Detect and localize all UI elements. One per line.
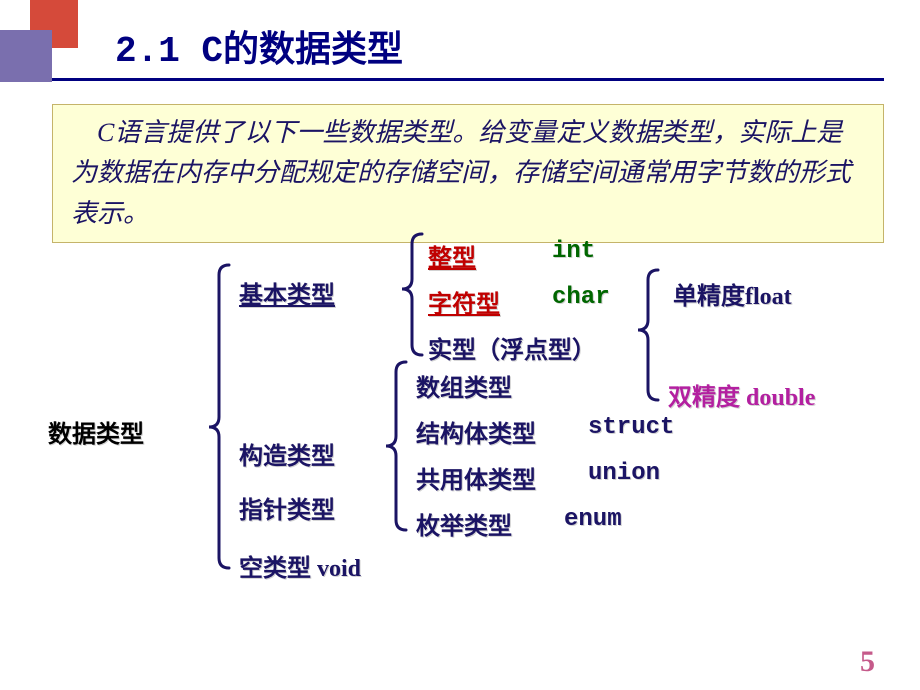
page-number: 5 — [860, 645, 875, 679]
label-float: 单精度float — [673, 276, 792, 311]
deco-square-purple — [0, 30, 52, 82]
brace-basic — [398, 234, 426, 355]
label-struct: 结构体类型 — [416, 414, 536, 449]
label-enum: 枚举类型 — [416, 506, 512, 541]
keyword-union: union — [588, 460, 660, 487]
brace-root — [205, 265, 233, 568]
brace-real — [634, 270, 662, 400]
title-underline — [52, 78, 884, 81]
keyword-struct: struct — [588, 414, 674, 441]
brace-construct — [382, 362, 410, 530]
label-real: 实型（浮点型） — [428, 330, 596, 365]
label-basic: 基本类型 — [239, 275, 335, 310]
label-construct: 构造类型 — [239, 436, 335, 471]
intro-paragraph: C语言提供了以下一些数据类型。给变量定义数据类型，实际上是为数据在内存中分配规定… — [52, 104, 884, 243]
label-double: 双精度 double — [668, 377, 815, 412]
label-union: 共用体类型 — [416, 460, 536, 495]
label-char: 字符型 — [428, 284, 500, 319]
label-pointer: 指针类型 — [239, 490, 335, 525]
keyword-char: char — [552, 284, 610, 311]
slide-title: 2.1 C的数据类型 — [115, 20, 403, 72]
label-root: 数据类型 — [48, 414, 144, 449]
keyword-int: int — [552, 238, 595, 265]
keyword-enum: enum — [564, 506, 622, 533]
label-int: 整型 — [428, 238, 476, 273]
label-void: 空类型 void — [239, 548, 361, 583]
label-array: 数组类型 — [416, 368, 512, 403]
